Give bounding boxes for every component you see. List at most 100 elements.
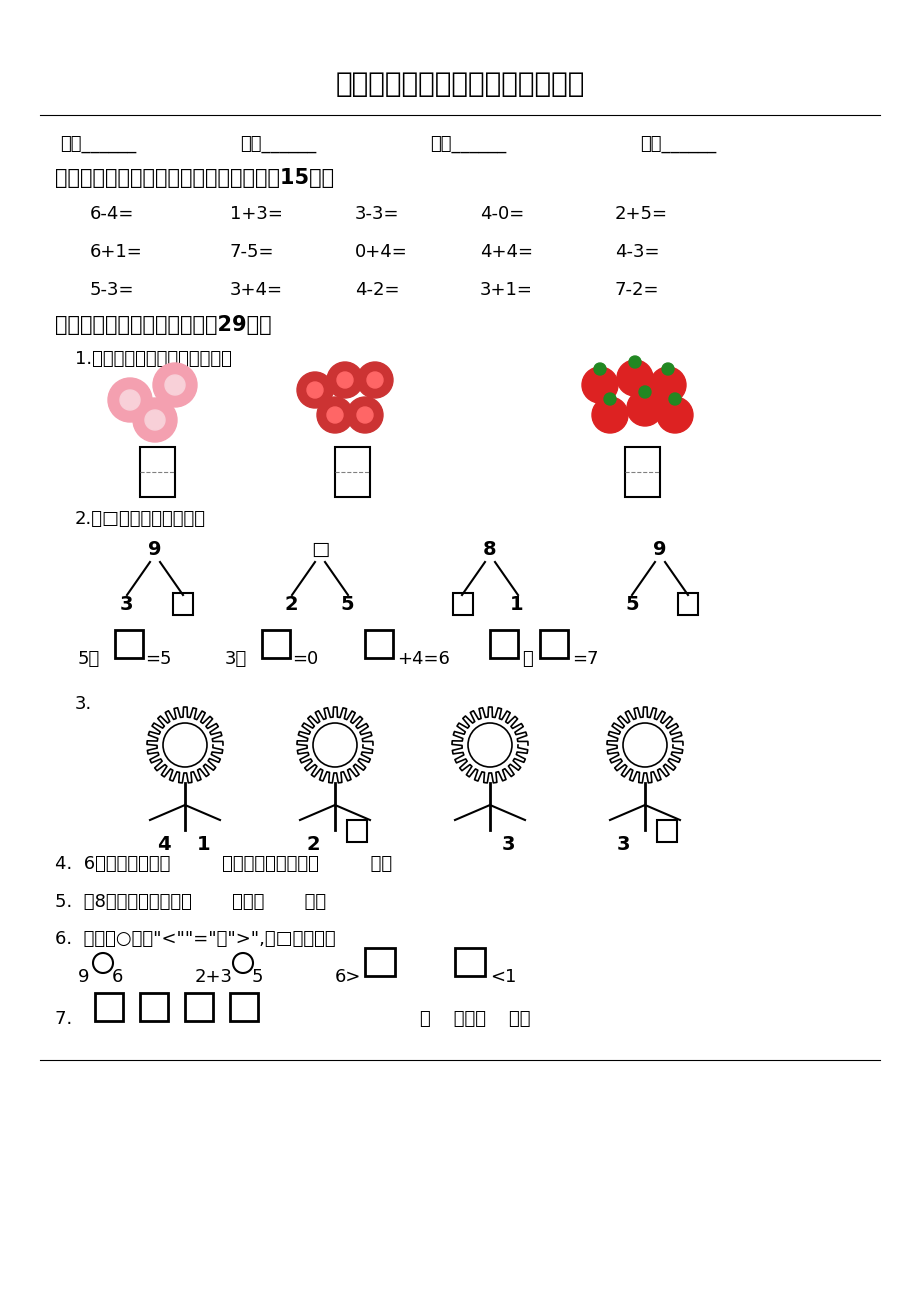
- Circle shape: [650, 367, 686, 403]
- Bar: [115, 630, 142, 658]
- Circle shape: [163, 723, 207, 767]
- Polygon shape: [451, 707, 528, 783]
- Text: 6: 6: [482, 737, 497, 757]
- Bar: [335, 447, 369, 497]
- Text: 2: 2: [285, 595, 299, 614]
- Text: 3－: 3－: [225, 650, 247, 668]
- Bar: [230, 993, 257, 1021]
- Circle shape: [357, 361, 392, 398]
- Circle shape: [108, 378, 152, 422]
- Text: 2+3: 2+3: [195, 968, 233, 985]
- Text: 4+4=: 4+4=: [480, 243, 532, 261]
- Text: 7: 7: [327, 737, 343, 757]
- Text: 5: 5: [177, 737, 192, 757]
- Text: 4: 4: [157, 835, 170, 854]
- Text: 1+3=: 1+3=: [230, 205, 282, 224]
- Text: 班级______: 班级______: [240, 135, 316, 153]
- Circle shape: [165, 374, 185, 395]
- Text: 3: 3: [502, 835, 515, 854]
- Bar: [624, 447, 659, 497]
- Text: 6.  请你在○里填"<""="或">",在□里填数。: 6. 请你在○里填"<""="或">",在□里填数。: [55, 930, 335, 948]
- Text: 5－: 5－: [78, 650, 100, 668]
- Bar: [455, 948, 484, 976]
- Text: 成绩______: 成绩______: [640, 135, 716, 153]
- Circle shape: [617, 360, 652, 396]
- Text: 6+1=: 6+1=: [90, 243, 142, 261]
- Circle shape: [326, 407, 343, 422]
- Text: 学校______: 学校______: [60, 135, 136, 153]
- Text: 2.在□里填上合适的数。: 2.在□里填上合适的数。: [75, 510, 206, 528]
- Text: 0+4=: 0+4=: [355, 243, 407, 261]
- Bar: [173, 593, 193, 615]
- Bar: [140, 993, 168, 1021]
- Text: 3: 3: [119, 595, 133, 614]
- Text: 4-2=: 4-2=: [355, 281, 399, 299]
- Circle shape: [145, 410, 165, 430]
- Bar: [490, 630, 517, 658]
- Text: 3: 3: [617, 835, 630, 854]
- Bar: [656, 820, 676, 842]
- Text: 5-3=: 5-3=: [90, 281, 134, 299]
- Circle shape: [627, 390, 663, 426]
- Circle shape: [629, 356, 641, 368]
- Text: 1.数一数，写一写对应的数字。: 1.数一数，写一写对应的数字。: [75, 350, 232, 368]
- Circle shape: [326, 361, 363, 398]
- Bar: [185, 993, 213, 1021]
- Text: =7: =7: [572, 650, 598, 668]
- Text: 2+5=: 2+5=: [614, 205, 667, 224]
- Text: 3+1=: 3+1=: [480, 281, 532, 299]
- Circle shape: [594, 363, 606, 374]
- Circle shape: [582, 367, 618, 403]
- Circle shape: [297, 372, 333, 408]
- Text: 9: 9: [652, 540, 666, 559]
- Text: 5: 5: [624, 595, 638, 614]
- Text: 3-3=: 3-3=: [355, 205, 399, 224]
- Text: +4=6: +4=6: [397, 650, 449, 668]
- Bar: [365, 630, 392, 658]
- Circle shape: [307, 382, 323, 398]
- Bar: [262, 630, 289, 658]
- Circle shape: [357, 407, 372, 422]
- Text: 4.  6前面一个数是（         ），后面一个数是（         ）。: 4. 6前面一个数是（ ），后面一个数是（ ）。: [55, 855, 391, 874]
- Text: 7-5=: 7-5=: [230, 243, 274, 261]
- Text: 3+4=: 3+4=: [230, 281, 283, 299]
- Circle shape: [367, 372, 382, 387]
- Text: 二、认真想，你就能填对！（29分）: 二、认真想，你就能填对！（29分）: [55, 315, 271, 335]
- Text: 1: 1: [197, 835, 210, 854]
- Text: 6: 6: [112, 968, 123, 985]
- Circle shape: [668, 393, 680, 406]
- Circle shape: [656, 396, 692, 433]
- Polygon shape: [297, 707, 372, 783]
- Circle shape: [591, 396, 628, 433]
- Bar: [140, 447, 175, 497]
- Text: 6-4=: 6-4=: [90, 205, 134, 224]
- Bar: [346, 820, 367, 842]
- Text: 6>: 6>: [335, 968, 361, 985]
- Circle shape: [346, 396, 382, 433]
- Polygon shape: [607, 707, 682, 783]
- Text: =0: =0: [291, 650, 318, 668]
- Text: <1: <1: [490, 968, 516, 985]
- Text: 7.: 7.: [55, 1010, 84, 1028]
- Text: 5: 5: [340, 595, 353, 614]
- Circle shape: [153, 363, 197, 407]
- Text: 1: 1: [509, 595, 523, 614]
- Text: 3.: 3.: [75, 696, 92, 712]
- Text: 4-3=: 4-3=: [614, 243, 659, 261]
- Text: 7-2=: 7-2=: [614, 281, 659, 299]
- Bar: [365, 948, 394, 976]
- Text: 4-0=: 4-0=: [480, 205, 524, 224]
- Bar: [95, 993, 123, 1021]
- Text: 人教版一年级上册数学期中测试卷: 人教版一年级上册数学期中测试卷: [335, 70, 584, 98]
- Bar: [677, 593, 698, 615]
- Text: 4: 4: [637, 737, 652, 757]
- Circle shape: [604, 393, 616, 406]
- Text: 一、细心算，你一定能算得又对又快。（15分）: 一、细心算，你一定能算得又对又快。（15分）: [55, 168, 334, 188]
- Text: 姓名______: 姓名______: [429, 135, 505, 153]
- Text: 2: 2: [307, 835, 321, 854]
- Circle shape: [133, 398, 176, 442]
- Bar: [452, 593, 472, 615]
- Circle shape: [662, 363, 674, 374]
- Circle shape: [317, 396, 353, 433]
- Text: =5: =5: [145, 650, 171, 668]
